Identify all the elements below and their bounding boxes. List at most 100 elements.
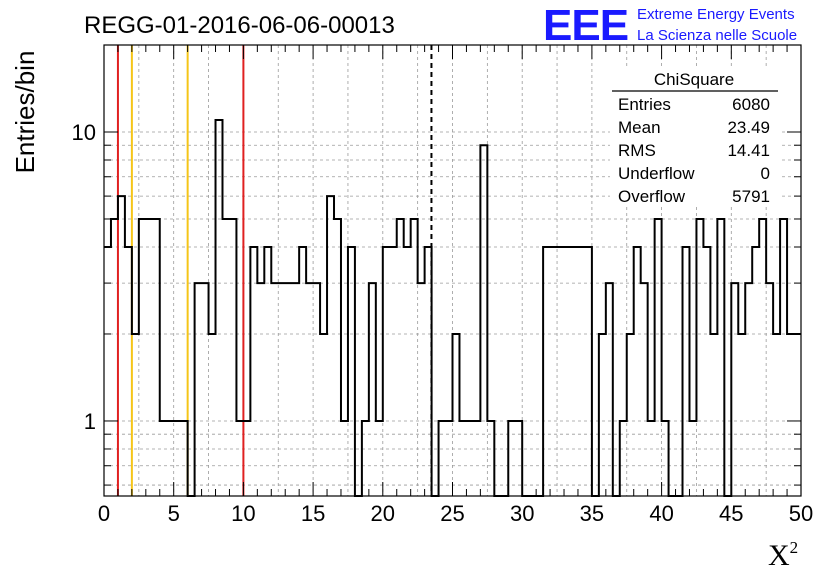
histogram-bin: [264, 247, 271, 496]
y-tick-label: 10: [72, 120, 96, 145]
histogram-bin: [557, 247, 564, 496]
histogram-bin: [731, 283, 738, 496]
histogram-bin: [487, 421, 494, 496]
histogram-bin: [599, 334, 606, 496]
histogram-bin: [222, 219, 229, 496]
histogram-bin: [759, 219, 766, 496]
x-tick-label: 20: [371, 501, 395, 526]
histogram-bin: [139, 219, 146, 496]
stats-row-label: Mean: [618, 118, 661, 137]
stats-row-label: Underflow: [618, 164, 695, 183]
histogram-bin: [418, 283, 425, 496]
x-tick-label: 15: [301, 501, 325, 526]
histogram-bin: [571, 247, 578, 496]
histogram-bin: [404, 247, 411, 496]
histogram-bin: [369, 283, 376, 496]
histogram-bin: [627, 334, 634, 496]
histogram-bin: [313, 283, 320, 496]
histogram-bin: [794, 334, 801, 496]
x-tick-label: 35: [580, 501, 604, 526]
histogram-bin: [216, 120, 223, 496]
histogram-bin: [710, 334, 717, 496]
histogram-bin: [390, 247, 397, 496]
histogram-bin: [383, 247, 390, 496]
logo-line-2: La Scienza nelle Scuole: [637, 27, 797, 44]
histogram-step-line: [104, 119, 801, 497]
stats-row-label: RMS: [618, 141, 656, 160]
histogram-bin: [118, 196, 125, 496]
histogram-bin: [766, 283, 773, 496]
x-axis-label: X2: [768, 538, 798, 572]
stats-row-value: 0: [761, 164, 770, 183]
histogram-bin: [167, 421, 174, 496]
histogram-bin: [174, 421, 181, 496]
histogram-bin: [292, 283, 299, 496]
histogram-bin: [250, 247, 257, 496]
histogram-bin: [397, 219, 404, 496]
histogram-bin: [648, 421, 655, 496]
histogram-bin: [278, 283, 285, 496]
histogram-bin: [229, 219, 236, 496]
histogram-bin: [202, 283, 209, 496]
histogram-bin: [306, 283, 313, 496]
histogram-bin: [125, 247, 132, 496]
histogram-bin: [585, 247, 592, 496]
histogram-bin: [257, 283, 264, 496]
x-tick-label: 45: [719, 501, 743, 526]
stats-row-label: Overflow: [618, 187, 686, 206]
histogram-bin: [773, 334, 780, 496]
stats-box-background: [610, 66, 780, 204]
chart-title: REGG-01-2016-06-06-00013: [84, 12, 395, 39]
histogram-bin: [543, 247, 550, 496]
histogram-bin: [341, 421, 348, 496]
histogram-bin: [285, 283, 292, 496]
x-tick-label: 50: [789, 501, 813, 526]
histogram-bin: [662, 421, 669, 496]
histogram-bin: [132, 334, 139, 496]
stats-row-value: 6080: [732, 95, 770, 114]
histogram-bin: [655, 219, 662, 496]
histogram-bin: [717, 219, 724, 496]
histogram-bin: [620, 421, 627, 496]
histogram-bin: [411, 219, 418, 496]
y-axis-label: Entries/bin: [10, 51, 40, 174]
histogram-bin: [683, 247, 690, 496]
histogram-bin: [515, 421, 522, 496]
stats-row-label: Entries: [618, 95, 671, 114]
histogram-bin: [181, 421, 188, 496]
histogram-bin: [104, 247, 111, 496]
histogram-bin: [634, 247, 641, 496]
x-tick-label: 10: [231, 501, 255, 526]
histogram-bin: [745, 283, 752, 496]
histogram-bin: [689, 421, 696, 496]
x-tick-label: 0: [98, 501, 110, 526]
histogram-bin: [153, 219, 160, 496]
histogram-bin: [703, 247, 710, 496]
y-tick-label: 1: [84, 409, 96, 434]
histogram-bin: [160, 421, 167, 496]
stats-row-value: 23.49: [727, 118, 770, 137]
stats-row-value: 5791: [732, 187, 770, 206]
histogram-bin: [780, 219, 787, 496]
histogram-bin: [752, 247, 759, 496]
histogram-bin: [348, 247, 355, 496]
histogram-bin: [606, 283, 613, 496]
histogram-bin: [327, 196, 334, 496]
histogram-bin: [738, 334, 745, 496]
histogram-bin: [320, 334, 327, 496]
histogram-bin: [473, 421, 480, 496]
axes: 0 5 10 15 20 25 30 35 40 45 50 1 10: [72, 44, 813, 526]
logo-line-1: Extreme Energy Events: [637, 6, 795, 23]
stats-box-title: ChiSquare: [654, 70, 734, 89]
histogram-bin: [209, 334, 216, 496]
eee-logo: EEE Extreme Energy Events La Scienza nel…: [543, 1, 797, 50]
histogram-bin: [439, 421, 446, 496]
histogram-bin: [236, 421, 243, 496]
histogram-bin: [446, 421, 453, 496]
histogram-bin: [243, 421, 250, 496]
histogram-bin: [564, 247, 571, 496]
histogram-bin: [425, 247, 432, 496]
histogram-bin: [696, 219, 703, 496]
histogram-bin: [362, 421, 369, 496]
